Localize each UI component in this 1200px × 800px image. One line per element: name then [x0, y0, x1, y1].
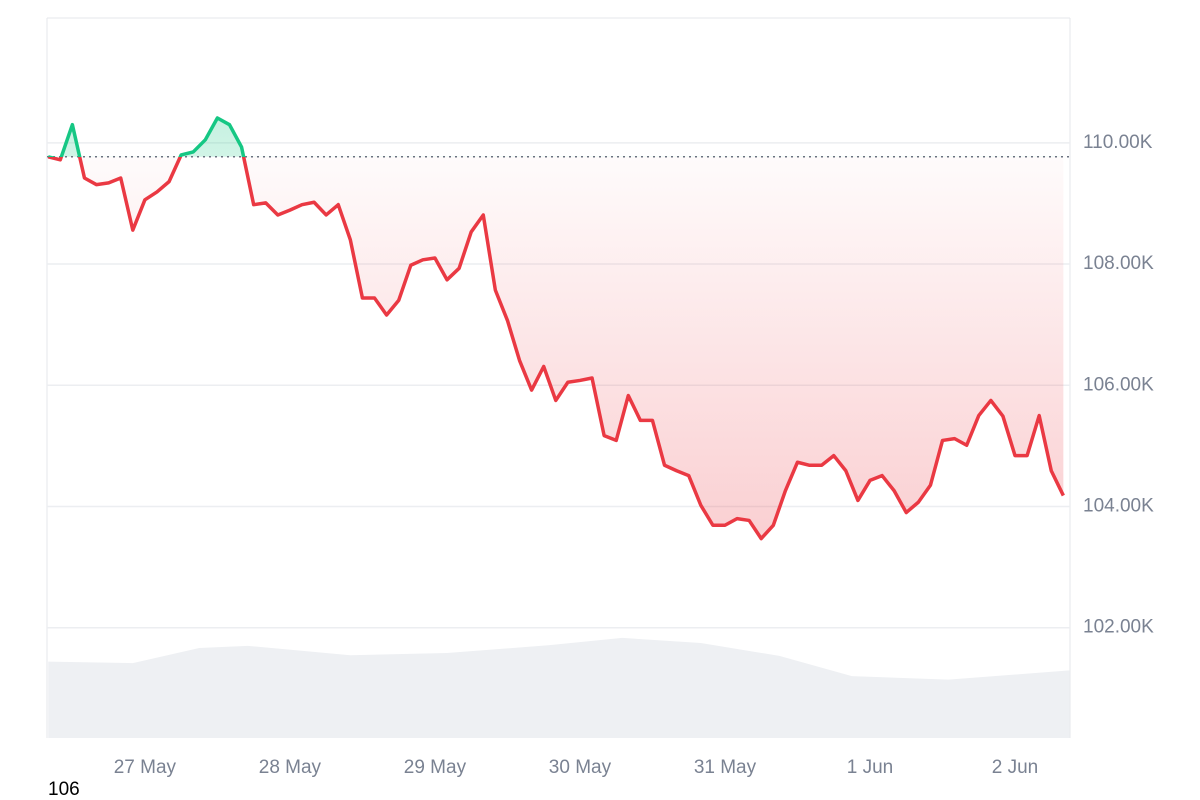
price-line	[47, 116, 1065, 541]
footer-text: 106	[48, 779, 80, 800]
x-tick-label: 30 May	[549, 757, 612, 778]
y-tick-label: 108.00K	[1083, 253, 1154, 274]
volume-area	[48, 637, 1070, 738]
price-area	[48, 118, 1064, 539]
y-tick-label: 110.00K	[1083, 132, 1153, 153]
x-tick-label: 1 Jun	[847, 757, 893, 778]
y-tick-label: 106.00K	[1083, 374, 1154, 395]
x-tick-label: 2 Jun	[992, 757, 1038, 778]
x-tick-label: 28 May	[259, 757, 322, 778]
y-tick-label: 102.00K	[1083, 617, 1154, 638]
y-tick-label: 104.00K	[1083, 496, 1154, 517]
x-tick-label: 31 May	[694, 757, 757, 778]
x-tick-label: 29 May	[404, 757, 467, 778]
x-tick-label: 27 May	[114, 757, 177, 778]
